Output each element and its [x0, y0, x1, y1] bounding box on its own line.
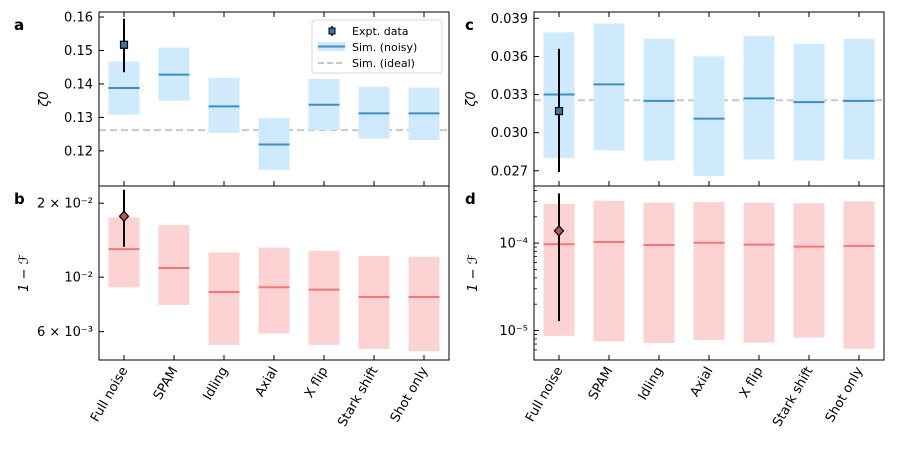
x-tick-label: Idling — [636, 365, 667, 404]
expt-point — [554, 106, 564, 116]
y-axis-label: 1 − ℱ — [466, 254, 481, 292]
x-tick-label: Axial — [253, 365, 282, 400]
sim-box — [843, 201, 875, 349]
y-tick-label: 0.16 — [64, 11, 93, 26]
legend: Expt. data Sim. (noisy) Sim. (ideal) — [311, 19, 443, 74]
sim-box — [408, 256, 440, 352]
sim-box — [593, 23, 625, 151]
panel-label: b — [14, 190, 25, 208]
y-tick-label: 0.13 — [64, 111, 93, 126]
x-tick-label: SPAM — [586, 365, 617, 403]
expt-point — [119, 40, 129, 49]
sim-box — [843, 38, 875, 160]
y-tick-label: 2 × 10⁻² — [37, 197, 93, 212]
x-tick-label: X flip — [737, 365, 767, 401]
y-axis-label: ζ0 — [37, 91, 52, 107]
y-tick-label: 10⁻² — [64, 271, 93, 286]
sim-box — [743, 202, 775, 343]
sim-box — [643, 38, 675, 161]
x-tick-label: Idling — [201, 365, 232, 404]
y-tick-label: 10⁻⁴ — [499, 237, 528, 252]
x-tick-label: Full noise — [523, 364, 566, 424]
sim-box — [358, 255, 390, 349]
legend-expt-marker — [328, 27, 336, 35]
x-tick-label: Shot only — [388, 364, 432, 425]
sim-box — [793, 203, 825, 338]
x-tick-label: X flip — [302, 365, 332, 401]
sim-box — [693, 202, 725, 340]
y-tick-label: 10⁻⁵ — [499, 324, 528, 339]
legend-box — [311, 19, 443, 74]
y-tick-label: 0.14 — [64, 77, 93, 92]
panel-label: a — [14, 16, 24, 34]
panel-label: c — [465, 16, 474, 34]
legend-noisy-label: Sim. (noisy) — [352, 41, 417, 54]
y-tick-label: 0.036 — [491, 50, 528, 65]
legend-ideal-label: Sim. (ideal) — [352, 57, 415, 70]
sim-box — [643, 202, 675, 343]
y-axis-label: 1 − ℱ — [17, 254, 32, 292]
y-axis-label: ζ0 — [464, 91, 479, 107]
y-tick-label: 0.033 — [491, 88, 528, 103]
panel-b: 6 × 10⁻³ 10⁻² 2 × 10⁻² Full noise SPAM Idling… — [14, 185, 450, 430]
sim-box — [258, 247, 290, 334]
sim-box — [308, 250, 340, 345]
y-tick-label: 0.12 — [64, 144, 93, 159]
x-tick-label: Shot only — [823, 364, 867, 425]
panel-c: 0.027 0.030 0.033 0.036 0.039 c ζ0 — [464, 11, 885, 187]
x-tick-label: Stark shift — [335, 365, 381, 430]
sim-box — [208, 77, 240, 133]
legend-expt-label: Expt. data — [352, 25, 409, 38]
y-tick-label: 0.039 — [491, 12, 528, 27]
x-tick-label: Full noise — [88, 364, 131, 424]
y-tick-label: 0.030 — [491, 126, 528, 141]
panel-a: 0.12 0.13 0.14 0.15 0.16 a ζ0 Expt. data Sim. (n… — [14, 11, 450, 187]
sim-box — [693, 56, 725, 176]
x-tick-label: Axial — [688, 365, 717, 400]
expt-point — [118, 210, 130, 223]
y-tick-label: 6 × 10⁻³ — [37, 325, 93, 340]
sim-box — [158, 225, 190, 306]
y-tick-label: 0.15 — [64, 44, 93, 59]
x-tick-label: SPAM — [151, 365, 182, 403]
x-tick-label: Stark shift — [770, 365, 816, 430]
y-tick-label: 0.027 — [491, 164, 528, 179]
panel-label: d — [465, 190, 476, 208]
sim-box — [593, 200, 625, 342]
sim-box — [208, 252, 240, 345]
expt-point — [553, 224, 565, 237]
